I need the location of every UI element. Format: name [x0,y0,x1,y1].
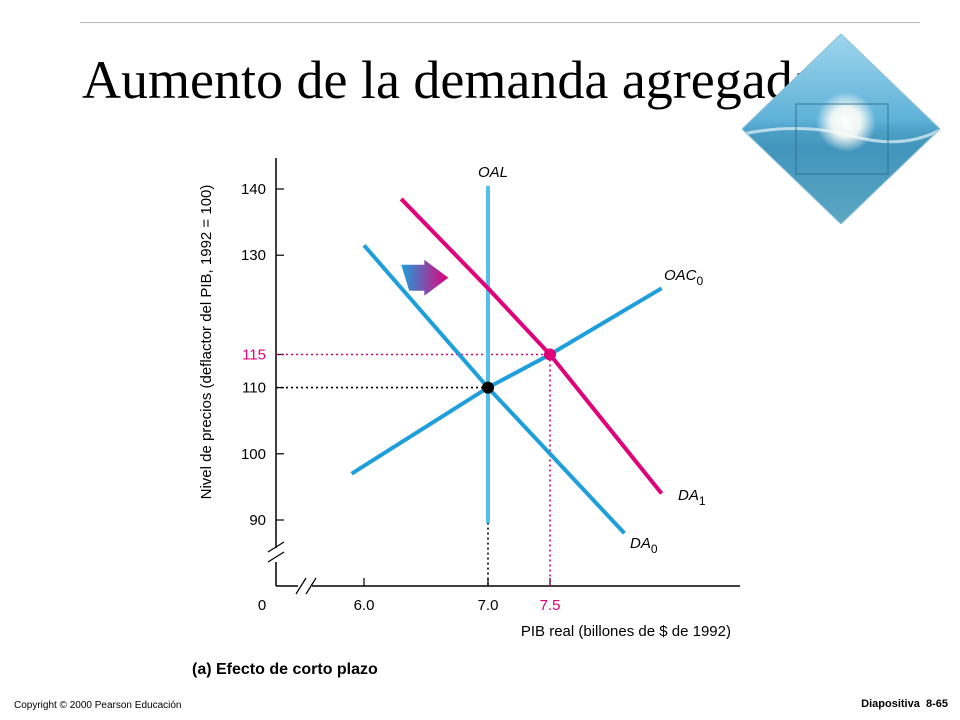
chart-caption: (a) Efecto de corto plazo [192,661,378,678]
footer-slide-number: Diapositiva 8-65 [861,698,948,710]
x-axis-label: PIB real (billones de $ de 1992) [521,623,731,640]
y-tick-label-130: 130 [241,247,266,264]
y-tick-label-140: 140 [241,181,266,198]
y-tick-label-100: 100 [241,446,266,463]
x-axis-break-mark [305,577,317,595]
top-rule [80,22,920,23]
curves: OAL DA0 DA1 OAC0 [350,164,706,556]
shift-arrow [401,259,449,296]
equilibrium-points [482,348,556,394]
curve-label-OAL: OAL [478,164,508,181]
x-tick-label-7.5: 7.5 [540,597,561,614]
y-tick-label-90: 90 [249,512,266,529]
beach-photo-diamond-icon [742,34,940,224]
axes: 90 100 110 115 130 140 6.0 7.0 7.5 [241,158,740,614]
equilibrium-point-1 [544,348,556,361]
curve-OAC0 [350,286,663,476]
x-tick-label-6.0: 6.0 [354,597,375,614]
curve-DA0 [362,243,626,535]
slide-title: Aumento de la demanda agregada [82,50,817,110]
guide-lines [276,353,551,586]
footer-slide-label: Diapositiva [861,698,920,710]
footer-slide-number-value: 8-65 [925,698,948,710]
curve-DA1 [399,197,664,495]
curve-label-DA1: DA1 [678,487,706,508]
equilibrium-point-0 [482,381,494,394]
y-tick-label-115: 115 [242,347,266,364]
shift-arrow-shape [401,259,449,296]
y-axis-break-mark [267,551,285,563]
y-axis-label: Nivel de precios (deflactor del PIB, 199… [198,185,215,500]
footer-copyright: Copyright © 2000 Pearson Educación [14,700,182,711]
curve-label-OAC0: OAC0 [664,267,704,288]
curve-label-DA0: DA0 [630,535,658,556]
y-tick-label-110: 110 [242,380,266,397]
x-axis-break-mark [295,577,307,595]
x-tick-label-7.0: 7.0 [478,597,499,614]
y-axis-break-mark [267,541,285,553]
origin-label: 0 [258,597,266,614]
